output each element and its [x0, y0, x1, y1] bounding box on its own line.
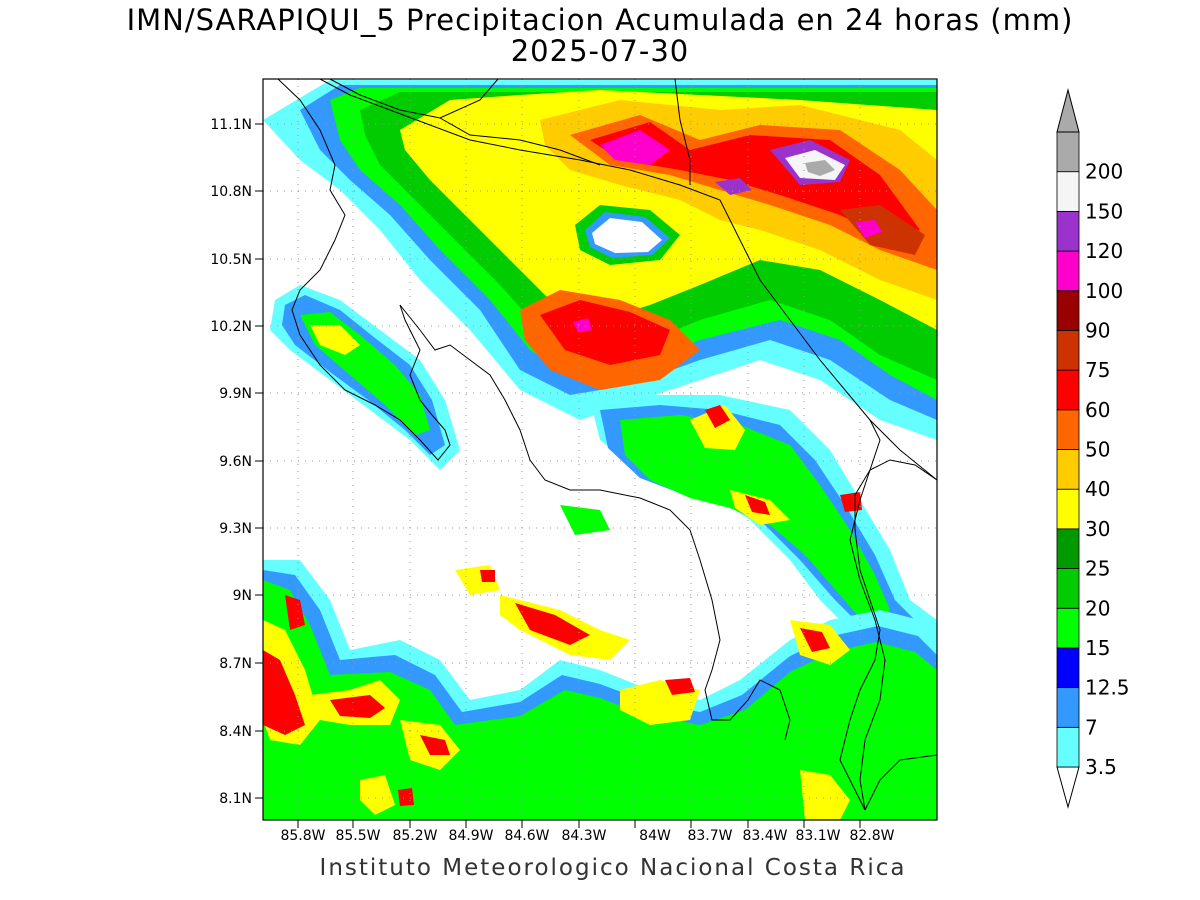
colorbar-level-label: 20 — [1085, 596, 1110, 620]
lat-label: 8.7N — [219, 656, 252, 672]
lat-label: 8.4N — [219, 724, 252, 740]
colorbar-swatch — [1056, 250, 1080, 292]
colorbar-swatch — [1056, 171, 1080, 212]
latitude-labels: 11.1N 10.8N 10.5N 10.2N 9.9N 9.6N 9.3N 9… — [210, 117, 252, 807]
lat-label: 11.1N — [210, 117, 252, 133]
lon-label: 84.6W — [504, 828, 549, 844]
colorbar-swatch — [1056, 647, 1080, 689]
colorbar-level-label: 7 — [1085, 715, 1098, 739]
colorbar-level-label: 15 — [1085, 636, 1110, 660]
lat-label: 8.1N — [219, 791, 252, 807]
lon-label: 83.1W — [795, 828, 840, 844]
lat-label: 9.9N — [219, 386, 252, 402]
lon-label: 84.3W — [561, 828, 606, 844]
precipitation-field — [263, 79, 937, 820]
lat-label: 10.5N — [210, 252, 252, 268]
lat-label: 9.6N — [219, 454, 252, 470]
map-title: IMN/SARAPIQUI_5 Precipitacion Acumulada … — [126, 3, 1074, 37]
colorbar-swatch — [1056, 409, 1080, 450]
lon-label: 84W — [639, 828, 671, 844]
longitude-axis — [297, 820, 861, 828]
colorbar: 3.5 7 12.5 15 20 25 30 40 50 60 75 90 100 120 150 200 — [1056, 88, 1130, 809]
longitude-labels: 85.8W 85.5W 85.2W 84.9W 84.6W 84.3W 84W … — [280, 828, 894, 844]
colorbar-swatch — [1056, 568, 1080, 609]
colorbar-level-label: 120 — [1085, 239, 1123, 263]
colorbar-swatch — [1056, 488, 1080, 530]
colorbar-swatch — [1056, 449, 1080, 490]
colorbar-swatch — [1056, 290, 1080, 331]
colorbar-level-label: 40 — [1085, 477, 1110, 501]
country-border — [319, 79, 937, 811]
colorbar-level-label: 60 — [1085, 398, 1110, 422]
lon-label: 85.2W — [392, 828, 437, 844]
colorbar-level-label: 200 — [1085, 160, 1123, 184]
colorbar-swatch — [1056, 687, 1080, 728]
lon-label: 83.4W — [742, 828, 787, 844]
colorbar-level-label: 100 — [1085, 279, 1123, 303]
coastline — [277, 79, 937, 811]
colorbar-over-arrow — [1056, 88, 1080, 133]
colorbar-swatch — [1056, 131, 1080, 173]
colorbar-level-label: 150 — [1085, 199, 1123, 223]
latitude-axis — [255, 123, 263, 799]
colorbar-swatch — [1056, 369, 1080, 411]
colorbar-level-label: 12.5 — [1085, 676, 1130, 700]
colorbar-swatch — [1056, 528, 1080, 569]
lon-label: 84.9W — [448, 828, 493, 844]
colorbar-level-label: 50 — [1085, 438, 1110, 462]
lat-label: 10.8N — [210, 184, 252, 200]
colorbar-level-label: 30 — [1085, 517, 1110, 541]
colorbar-level-label: 90 — [1085, 318, 1110, 342]
lat-label: 10.2N — [210, 319, 252, 335]
map-date: 2025-07-30 — [510, 34, 690, 68]
northern-rain-band — [263, 80, 937, 440]
lon-label: 83.7W — [687, 828, 732, 844]
colorbar-level-label: 3.5 — [1085, 755, 1117, 779]
graticule — [263, 79, 937, 820]
colorbar-swatch — [1056, 607, 1080, 649]
colorbar-level-label: 25 — [1085, 557, 1110, 581]
lat-label: 9N — [233, 588, 252, 604]
colorbar-swatch — [1056, 210, 1080, 252]
colorbar-level-label: 75 — [1085, 358, 1110, 382]
northwest-rain-band — [270, 285, 460, 470]
colorbar-swatch — [1056, 330, 1080, 371]
lat-label: 9.3N — [219, 521, 252, 537]
colorbar-under-arrow — [1056, 766, 1080, 809]
lon-label: 85.8W — [280, 828, 325, 844]
southern-rain-band — [263, 560, 937, 820]
lon-label: 82.8W — [849, 828, 894, 844]
colorbar-swatch — [1056, 726, 1080, 768]
footer-credit: Instituto Meteorologico Nacional Costa R… — [319, 855, 907, 881]
lon-label: 85.5W — [335, 828, 380, 844]
map-frame — [262, 78, 938, 821]
